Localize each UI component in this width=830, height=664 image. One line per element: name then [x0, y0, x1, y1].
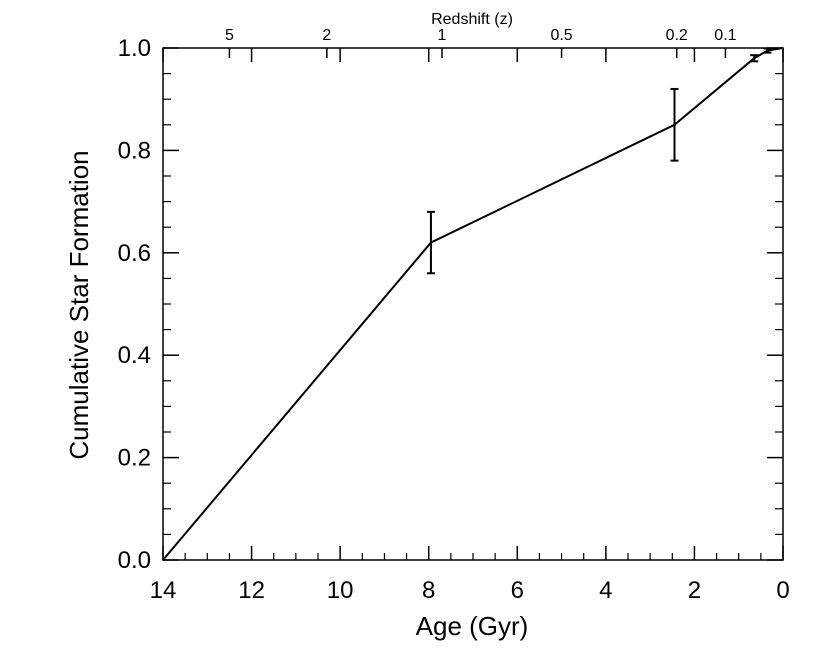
- redshift-tick-label: 0.2: [666, 27, 688, 44]
- y-tick-label: 0.0: [118, 547, 151, 574]
- x-tick-label: 0: [776, 577, 789, 604]
- series-line: [162, 47, 784, 561]
- x-tick-label: 2: [688, 577, 701, 604]
- x-tick-label: 14: [150, 577, 177, 604]
- redshift-tick-label: 0.5: [550, 27, 572, 44]
- x-tick-label: 8: [422, 577, 435, 604]
- x-tick-label: 10: [327, 577, 354, 604]
- redshift-tick-label: 0.1: [714, 27, 736, 44]
- y-tick-label: 0.8: [118, 137, 151, 164]
- major-ticks: [162, 47, 784, 561]
- y-tick-label: 0.4: [118, 342, 151, 369]
- y-tick-label: 0.2: [118, 445, 151, 472]
- y-tick-label: 0.6: [118, 240, 151, 267]
- x-axis-title: Age (Gyr): [416, 611, 529, 641]
- y-axis-title: Cumulative Star Formation: [64, 150, 94, 459]
- y-tick-label: 1.0: [118, 35, 151, 62]
- redshift-tick-label: 5: [225, 27, 234, 44]
- tick-labels: 14 12 10 8 6 4 2 0 0.0 0.2 0.4 0.6 0.8 1.0 5 2 1 0.5 0.2 0.…: [118, 27, 790, 604]
- plot-frame: [162, 47, 784, 561]
- redshift-tick-label: 1: [438, 27, 447, 44]
- series-layer: [162, 47, 784, 561]
- minor-ticks: [163, 72, 783, 560]
- x-tick-label: 12: [238, 577, 265, 604]
- top-axis-title: Redshift (z): [431, 11, 513, 28]
- redshift-tick-label: 2: [322, 27, 331, 44]
- x-tick-label: 6: [511, 577, 524, 604]
- x-tick-label: 4: [599, 577, 612, 604]
